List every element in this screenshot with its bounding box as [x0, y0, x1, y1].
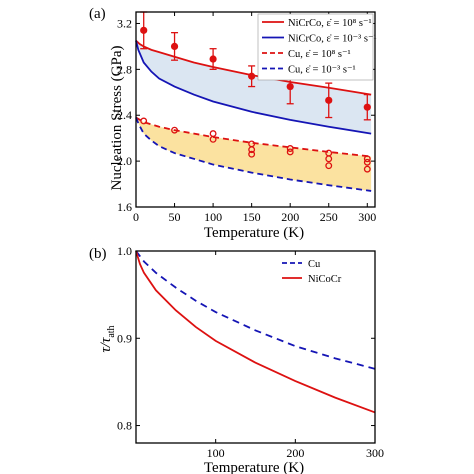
legend-entry: NiCrCo, ε̇ = 10⁸ s⁻¹	[288, 18, 372, 29]
y-tick-label: 0.8	[117, 419, 132, 433]
panel-a-ticks: 0 50 100 150 200 250 300 1.6 2.0 2.4 2.8 3.2	[117, 12, 376, 224]
x-tick-label: 200	[281, 210, 299, 224]
open-data-point	[286, 145, 294, 152]
panel-a: (a) 0 50 100 150 200 250 300 1.6 2.0 2.4 2.8 3.2 Te…	[89, 6, 377, 241]
filled-data-point	[140, 26, 148, 34]
panel-b-series-lines	[135, 250, 376, 414]
open-data-point	[209, 135, 217, 143]
panel-b: (b) 100 200 300 0.8 0.9 1.0 Temperature (K) τ…	[89, 244, 384, 474]
x-tick-label: 300	[366, 446, 384, 460]
panel-a-x-axis-label: Temperature (K)	[204, 225, 304, 241]
x-tick-label: 300	[358, 210, 376, 224]
panel-b-y-axis-label-main: τ/τ	[98, 337, 114, 353]
filled-data-point	[170, 42, 179, 51]
open-data-point	[325, 155, 333, 163]
x-tick-label: 0	[133, 210, 139, 224]
y-tick-label: 2.8	[117, 62, 132, 76]
panel-a-label: (a)	[89, 6, 106, 22]
open-data-point	[325, 162, 333, 170]
panel-b-x-axis-label: Temperature (K)	[204, 460, 304, 474]
series-line-nicocr	[135, 250, 376, 414]
legend-entry: Cu	[308, 259, 321, 270]
x-tick-label: 50	[169, 210, 181, 224]
filled-data-point	[363, 103, 371, 111]
filled-data-point	[248, 72, 256, 80]
panel-a-legend: NiCrCo, ε̇ = 10⁸ s⁻¹ NiCrCo, ε̇ = 10⁻³ s⁻…	[257, 13, 377, 81]
panel-a-markers	[140, 11, 371, 173]
open-data-point	[363, 165, 371, 173]
legend-entry: Cu, ε̇ = 10⁸ s⁻¹	[288, 49, 351, 60]
open-data-point	[286, 148, 294, 156]
series-line-2	[135, 116, 372, 158]
y-tick-label: 1.6	[117, 200, 132, 214]
panel-b-label: (b)	[89, 246, 107, 262]
series-line-1	[135, 40, 372, 135]
open-data-point	[248, 150, 256, 158]
panel-b-plot-frame	[135, 250, 376, 444]
y-tick-label: 0.9	[117, 331, 132, 345]
panel-a-plot-frame	[135, 11, 376, 208]
series-line-cu	[135, 250, 376, 370]
panel-a-y-axis-label: Nucleation Stress (GPa)	[109, 46, 125, 191]
legend-entry: NiCoCr	[308, 274, 342, 285]
open-data-point	[140, 117, 148, 125]
x-tick-label: 100	[204, 210, 222, 224]
y-tick-label: 1.0	[117, 244, 132, 258]
legend-entry: NiCrCo, ε̇ = 10⁻³ s⁻¹	[288, 34, 377, 45]
series-line-3	[135, 117, 372, 192]
x-tick-label: 250	[320, 210, 338, 224]
x-tick-label: 200	[286, 446, 304, 460]
open-data-point	[363, 155, 371, 163]
y-tick-label: 2.4	[117, 108, 132, 122]
panel-b-y-axis-label: τ/τath	[98, 325, 117, 352]
filled-data-point	[209, 55, 217, 63]
x-tick-label: 100	[207, 446, 225, 460]
panel-b-y-axis-label-sub: ath	[106, 325, 117, 337]
y-tick-label: 2.0	[117, 154, 132, 168]
panel-b-legend: Cu NiCoCr	[282, 259, 342, 285]
filled-data-point	[325, 96, 333, 104]
open-data-point	[248, 146, 256, 154]
open-data-point	[363, 158, 371, 166]
legend-entry: Cu, ε̇ = 10⁻³ s⁻¹	[288, 65, 356, 76]
open-data-point	[171, 126, 178, 134]
legend-box	[257, 13, 374, 81]
open-data-point	[209, 130, 217, 138]
x-tick-label: 150	[243, 210, 261, 224]
panel-b-ticks: 100 200 300 0.8 0.9 1.0	[117, 244, 384, 460]
cu-fill-region	[136, 117, 372, 191]
y-tick-label: 3.2	[117, 16, 132, 30]
filled-data-point	[286, 82, 294, 91]
